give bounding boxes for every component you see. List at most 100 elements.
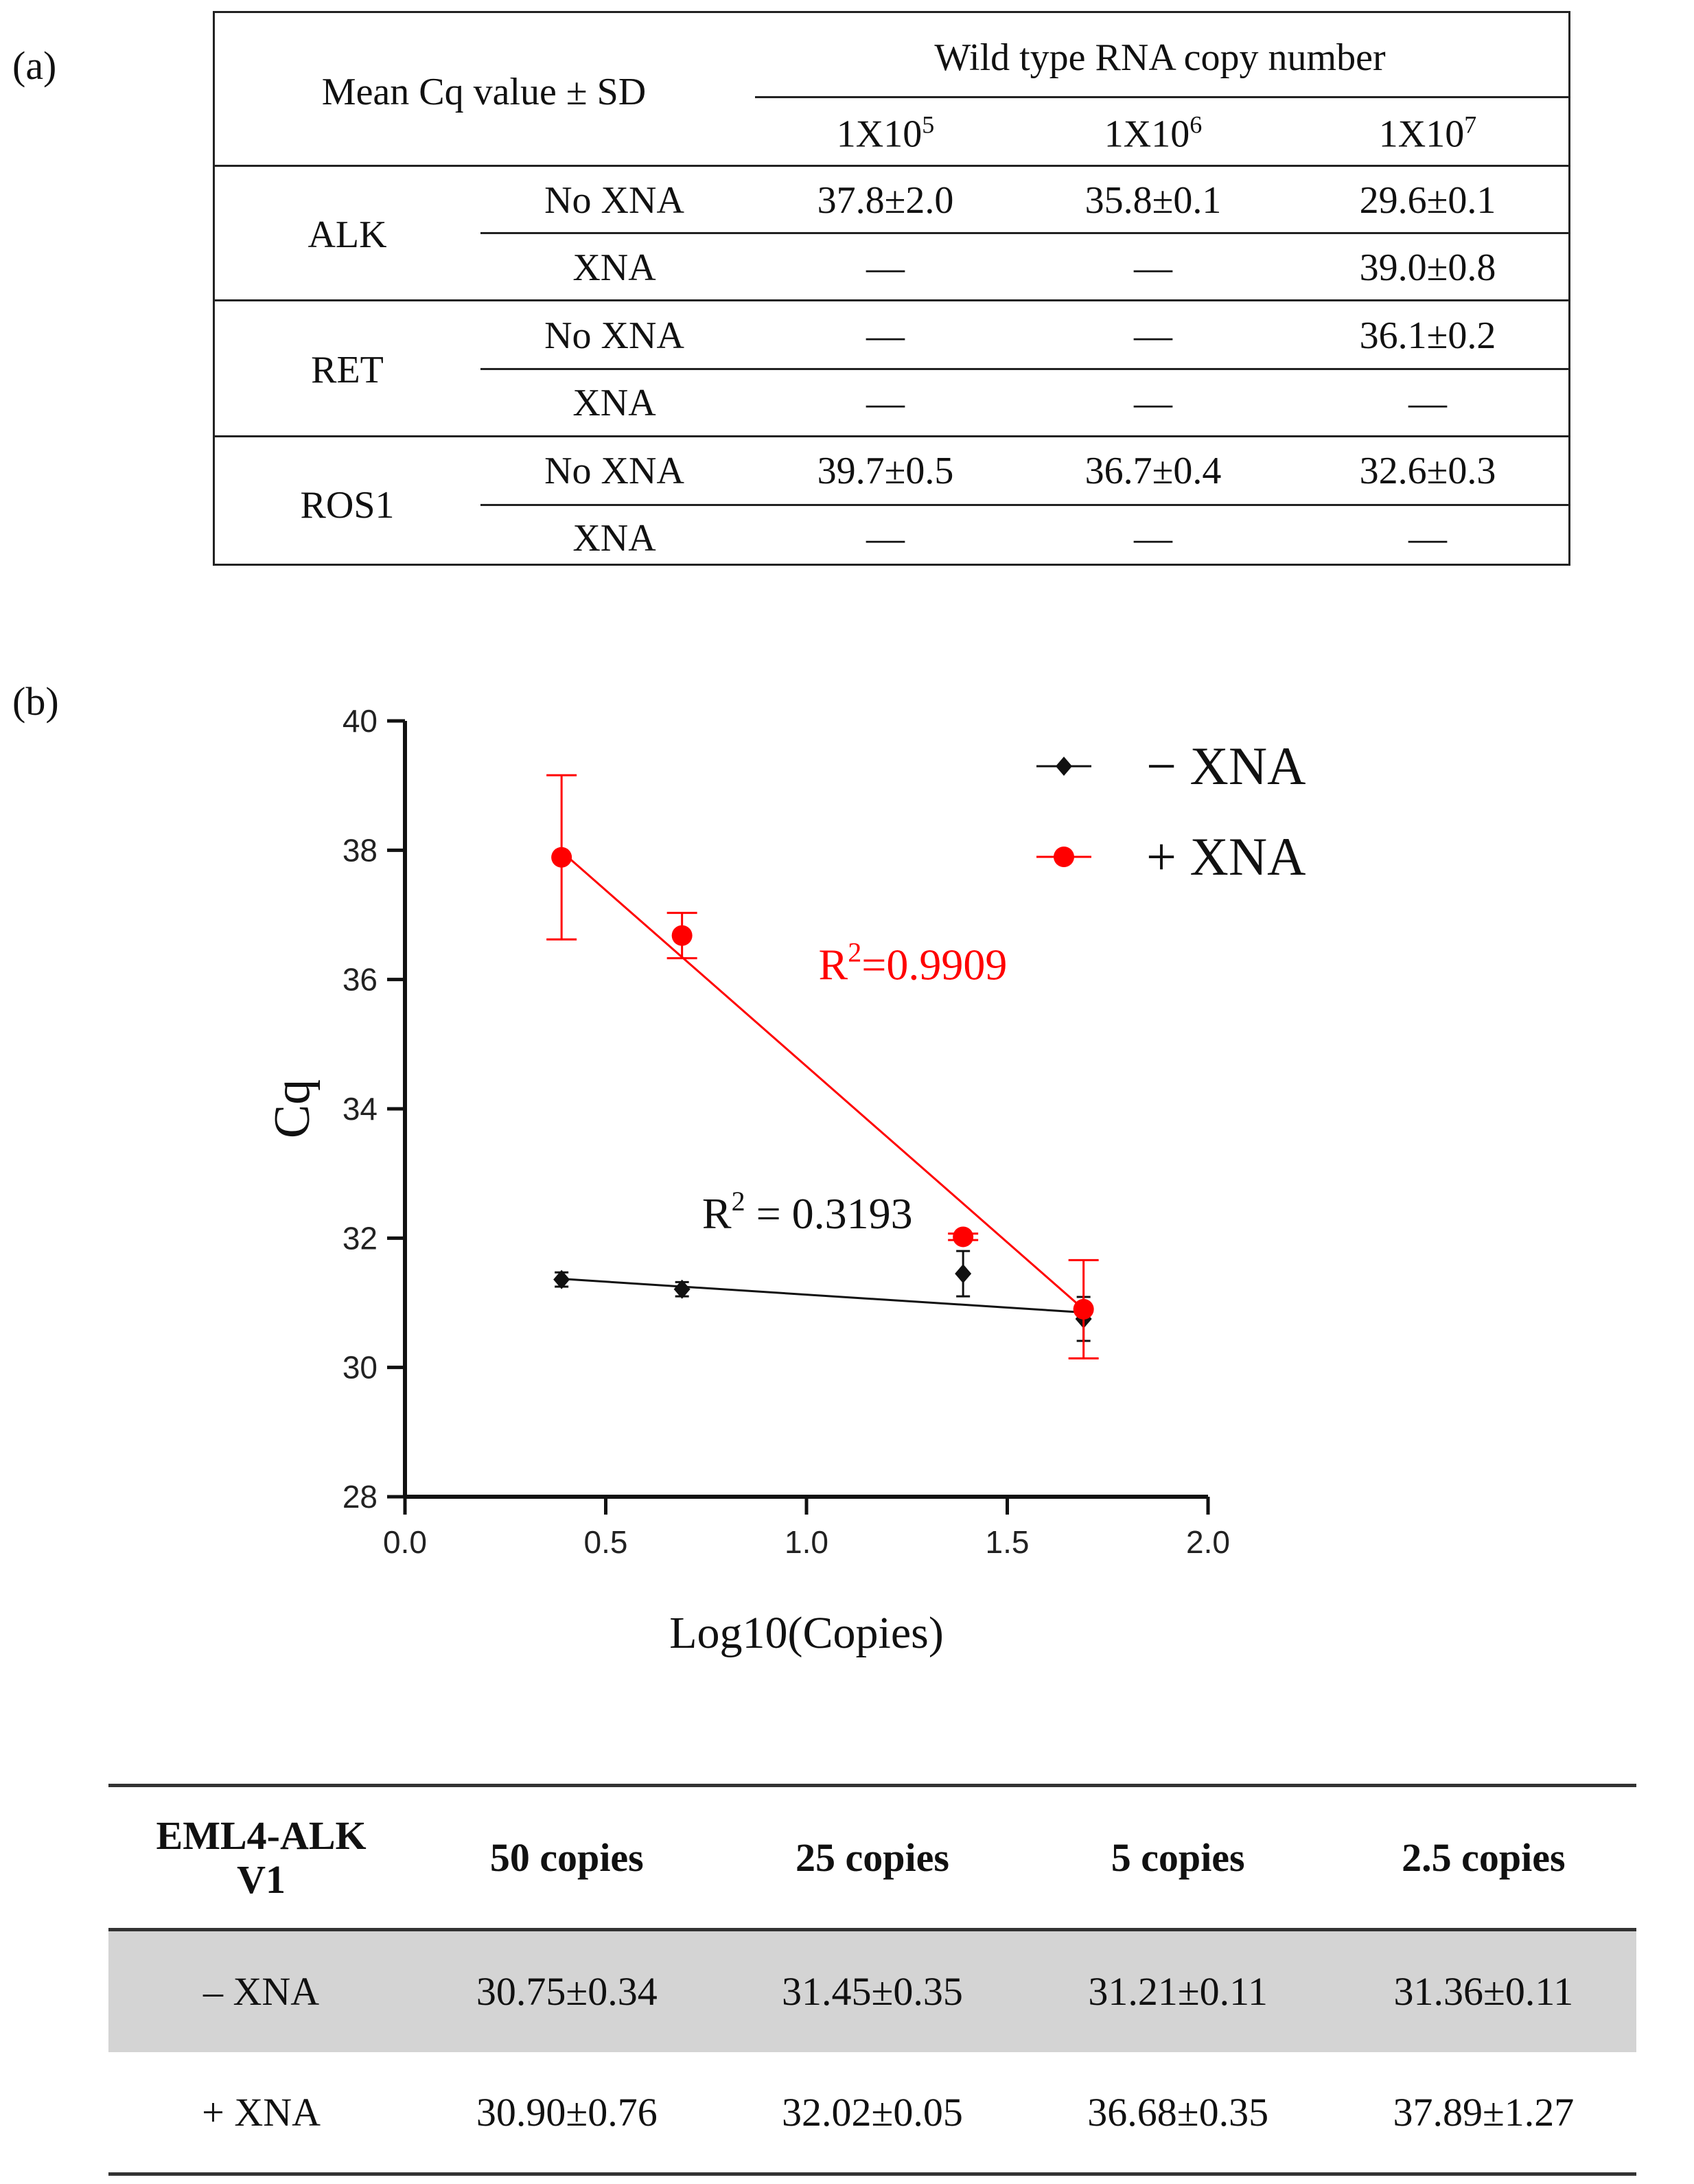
legend: − XNA + XNA (1036, 736, 1306, 886)
cq-value-cell: 35.8±0.1 (1084, 179, 1222, 222)
table-cell: 36.68±0.35 (1087, 2089, 1269, 2135)
table-right-border (1568, 11, 1570, 566)
table-row: – XNA 30.75±0.34 31.45±0.35 31.21±0.11 31.36… (108, 1929, 1636, 2052)
data-point (553, 1269, 570, 1289)
x-tick-label: 2.0 (1186, 1524, 1230, 1560)
table-cell: 30.75±0.34 (476, 1969, 658, 2014)
column-header: 50 copies (489, 1835, 644, 1880)
table-cell: 31.21±0.11 (1088, 1969, 1268, 2014)
x-axis-label: Log10(Copies) (669, 1608, 944, 1658)
gene-label: RET (311, 349, 384, 391)
cq-value-cell: 36.7±0.4 (1084, 450, 1222, 492)
table-top-border (213, 11, 1570, 13)
y-tick-label: 34 (343, 1091, 378, 1127)
table-cell: 30.90±0.76 (476, 2089, 658, 2135)
cq-value-cell: — (1134, 517, 1172, 560)
r-squared-annotation: R2=0.9909 (819, 937, 1008, 989)
x-tick-label: 1.0 (785, 1524, 828, 1560)
table-cell: 31.45±0.35 (782, 1969, 963, 2014)
row-divider (480, 232, 1570, 234)
copy-number-header: 1X106 (1104, 111, 1202, 157)
cq-scatter-chart: 28 30 32 34 36 38 40 0.0 0.5 1.0 1.5 2.0 Log10(Copie… (264, 703, 1306, 1658)
cq-value-cell: — (866, 314, 905, 357)
data-point (671, 925, 693, 946)
data-point (673, 1279, 691, 1299)
y-tick-label: 32 (343, 1220, 378, 1256)
y-tick-label: 36 (343, 962, 378, 998)
r-squared-annotation: R2 = 0.3193 (702, 1186, 913, 1238)
table-left-border (213, 11, 215, 566)
gene-label: ALK (308, 214, 387, 256)
gene-label: ROS1 (300, 484, 395, 527)
column-header: EML4-ALK V1 (156, 1813, 367, 1902)
cq-value-cell: — (1134, 314, 1172, 357)
data-point (551, 847, 572, 868)
condition-label: No XNA (544, 179, 684, 222)
regression-line (561, 851, 1084, 1311)
table-row: + XNA 30.90±0.76 32.02±0.05 36.68±0.35 37.89… (108, 2052, 1636, 2174)
r-squared-sup: 2 (732, 1186, 745, 1217)
r-squared-value: = 0.3193 (745, 1189, 913, 1238)
condition-label: XNA (572, 246, 656, 289)
copy-number-base: 1X10 (1378, 113, 1465, 156)
table-header-row: EML4-ALK V1 50 copies 25 copies 5 copies 2.5… (108, 1785, 1636, 1930)
panel-a-label: (a) (12, 43, 57, 88)
cq-value-cell: — (1408, 517, 1447, 560)
table-cell: 31.36±0.11 (1393, 1969, 1574, 2014)
y-tick-label: 38 (343, 832, 378, 868)
column-header: 5 copies (1111, 1835, 1245, 1880)
cq-value-cell: — (1134, 246, 1172, 289)
cq-value-cell: 39.0±0.8 (1359, 246, 1496, 289)
y-axis-label: Cq (264, 1079, 321, 1138)
copy-number-base: 1X10 (1104, 113, 1190, 156)
row-label: + XNA (202, 2089, 321, 2135)
copy-number-base: 1X10 (836, 113, 923, 156)
legend-label: − XNA (1146, 736, 1306, 796)
copy-number-header: 1X105 (837, 111, 934, 157)
table-cell: 37.89±1.27 (1393, 2089, 1575, 2135)
copy-number-exponent: 5 (922, 111, 935, 139)
r-squared-base: R (702, 1189, 732, 1238)
cq-value-cell: — (866, 382, 905, 424)
corner-header: Mean Cq value ± SD (321, 71, 647, 113)
x-tick-label: 0.5 (584, 1524, 628, 1560)
x-tick-label: 1.5 (986, 1524, 1030, 1560)
legend-label: + XNA (1146, 827, 1306, 886)
copy-number-header: 1X107 (1379, 111, 1476, 157)
cq-value-cell: — (866, 517, 905, 560)
table-cell: 32.02±0.05 (782, 2089, 963, 2135)
y-tick-label: 40 (343, 703, 378, 739)
legend-marker (1056, 757, 1072, 776)
group-header-rule (755, 96, 1570, 98)
cq-value-table: Mean Cq value ± SD Wild type RNA copy num… (213, 11, 1570, 566)
y-tick-label: 28 (343, 1479, 378, 1515)
panel-b-label: (b) (12, 679, 59, 724)
r-squared-value: =0.9909 (861, 941, 1007, 989)
r-squared-base: R (819, 941, 848, 989)
cq-value-cell: 36.1±0.2 (1359, 314, 1496, 357)
cq-value-cell: — (1134, 382, 1172, 424)
column-header: 25 copies (796, 1835, 949, 1880)
data-point (955, 1264, 972, 1284)
cq-value-cell: 39.7±0.5 (817, 450, 954, 492)
regression-line (561, 1278, 1084, 1314)
y-tick-label: 30 (343, 1350, 378, 1386)
cq-value-cell: 37.8±2.0 (817, 179, 954, 222)
group-header: Wild type RNA copy number (934, 36, 1386, 79)
x-tick-label: 0.0 (383, 1524, 427, 1560)
cq-value-cell: — (866, 246, 905, 289)
cq-value-cell: 29.6±0.1 (1359, 179, 1496, 222)
data-point (953, 1226, 974, 1248)
row-divider (480, 504, 1570, 506)
data-point (1073, 1298, 1094, 1320)
cq-value-cell: 32.6±0.3 (1359, 450, 1496, 492)
condition-label: XNA (572, 517, 656, 560)
copy-number-exponent: 7 (1464, 111, 1477, 139)
copy-number-exponent: 6 (1190, 111, 1203, 139)
series-plus-xna (546, 774, 1099, 1359)
legend-marker (1054, 847, 1074, 867)
condition-label: No XNA (544, 450, 684, 492)
table-bottom-border (213, 564, 1570, 566)
eml4-alk-table: EML4-ALK V1 50 copies 25 copies 5 copies 2.5… (108, 1784, 1636, 2176)
column-header: 2.5 copies (1402, 1835, 1566, 1880)
